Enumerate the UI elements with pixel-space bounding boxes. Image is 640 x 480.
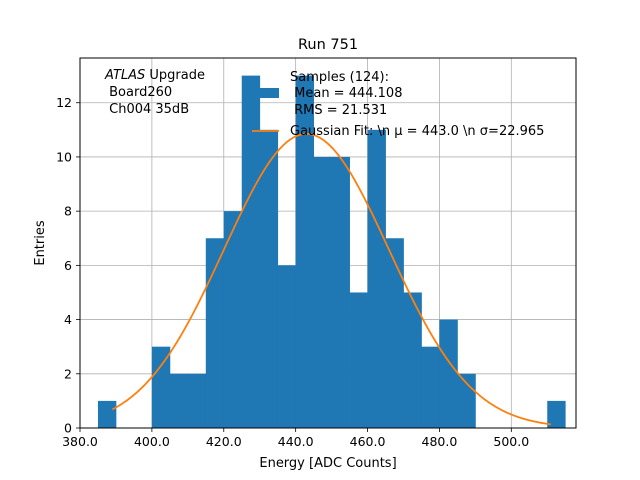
gaussian-fit [111, 132, 551, 426]
histogram-bar [151, 346, 171, 428]
histogram-bar [277, 265, 297, 428]
y-tick-label: 4 [64, 312, 72, 327]
annotation-atlas: ATLAS [104, 68, 145, 83]
y-tick-label: 2 [64, 366, 72, 381]
x-tick-label: 420.0 [206, 434, 242, 449]
histogram-bar [205, 238, 225, 428]
annotation-channel: Ch004 35dB [105, 102, 189, 117]
histogram-bar [421, 346, 440, 428]
y-tick-label: 10 [56, 149, 72, 164]
histogram-bar [223, 211, 243, 428]
y-axis-ticks: 0 2 4 6 8 10 12 [56, 95, 80, 436]
histogram-bar [97, 400, 117, 428]
histogram-bar [331, 156, 350, 428]
histogram-bar [259, 129, 279, 429]
chart-title: Run 751 [298, 37, 358, 53]
gaussian-fit-curve [111, 132, 551, 426]
histogram-bar [313, 156, 332, 428]
legend-samples-mean: Mean = 444.108 [290, 86, 402, 101]
x-axis-ticks: 380.0 400.0 420.0 440.0 460.0 480.0 500.0 [62, 428, 529, 449]
x-tick-label: 480.0 [422, 434, 458, 449]
x-tick-label: 380.0 [62, 434, 98, 449]
histogram-bar [169, 373, 189, 428]
y-tick-label: 0 [64, 421, 72, 436]
atlas-annotation: ATLAS Upgrade Board260 Ch004 35dB [104, 68, 205, 117]
y-tick-label: 12 [56, 95, 72, 110]
legend-samples-label: Samples (124): [290, 70, 389, 85]
histogram-bar [295, 75, 315, 428]
x-tick-label: 500.0 [493, 434, 529, 449]
x-axis-label: Energy [ADC Counts] [259, 456, 396, 471]
legend-samples-rms: RMS = 21.531 [290, 103, 387, 118]
histogram-bar [403, 292, 422, 428]
annotation-upgrade: Upgrade [145, 68, 205, 83]
y-axis-label: Entries [33, 220, 48, 266]
annotation-line-1: ATLAS Upgrade [104, 68, 205, 83]
legend-samples-swatch [252, 88, 279, 98]
x-tick-label: 440.0 [278, 434, 314, 449]
histogram-bar [349, 292, 368, 428]
histogram-bar [241, 75, 261, 428]
y-tick-label: 6 [64, 258, 72, 273]
legend: Samples (124): Mean = 444.108 RMS = 21.5… [252, 70, 544, 139]
x-tick-label: 400.0 [134, 434, 170, 449]
histogram-bar [187, 373, 207, 428]
histogram-bar [547, 400, 566, 428]
x-tick-label: 460.0 [350, 434, 386, 449]
annotation-board: Board260 [105, 85, 172, 100]
y-tick-label: 8 [64, 204, 72, 219]
plot-frame [79, 57, 577, 429]
histogram-bar [439, 319, 458, 428]
histogram-bar [367, 129, 386, 429]
histogram-bar [385, 238, 404, 428]
histogram-bars [97, 75, 566, 429]
legend-fit-label: Gaussian Fit: \n μ = 443.0 \n σ=22.965 [290, 124, 544, 139]
